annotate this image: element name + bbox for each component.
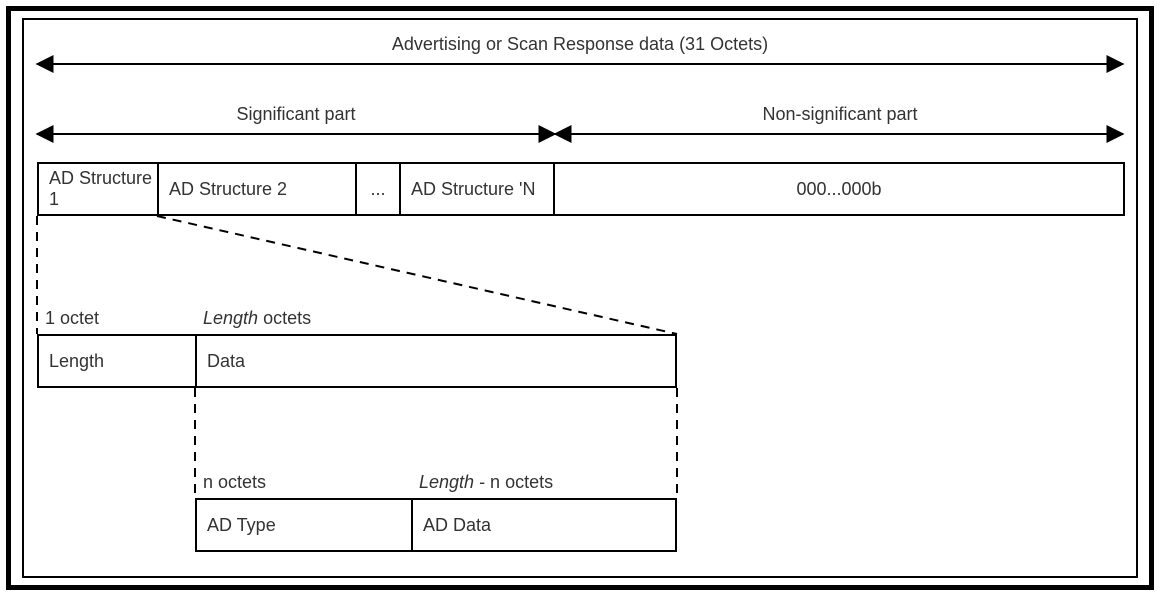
cell-length: Length [37,334,197,388]
cell-zeros: 000...000b [553,162,1125,216]
row2-label-1octet: 1 octet [45,308,99,329]
significant-label: Significant part [236,104,355,125]
inner-thin-frame [22,18,1138,578]
cell-data: Data [195,334,677,388]
row3-label-length-n-octets: Length - n octets [419,472,553,493]
row3-length-em: Length [419,472,474,492]
nonsignificant-label: Non-significant part [762,104,917,125]
cell-ad-structure-n: AD Structure 'N [399,162,555,216]
cell-ad-structure-2: AD Structure 2 [157,162,357,216]
row2-length-suffix: octets [258,308,311,328]
row3-label-n-octets: n octets [203,472,266,493]
cell-ad-structure-1: AD Structure 1 [37,162,159,216]
row2-label-length-octets: Length octets [203,308,311,329]
row2-length-em: Length [203,308,258,328]
title-label: Advertising or Scan Response data (31 Oc… [392,34,768,55]
cell-ad-type: AD Type [195,498,413,552]
cell-dots: ... [355,162,401,216]
row3-length-suffix: - n octets [474,472,553,492]
cell-ad-data: AD Data [411,498,677,552]
